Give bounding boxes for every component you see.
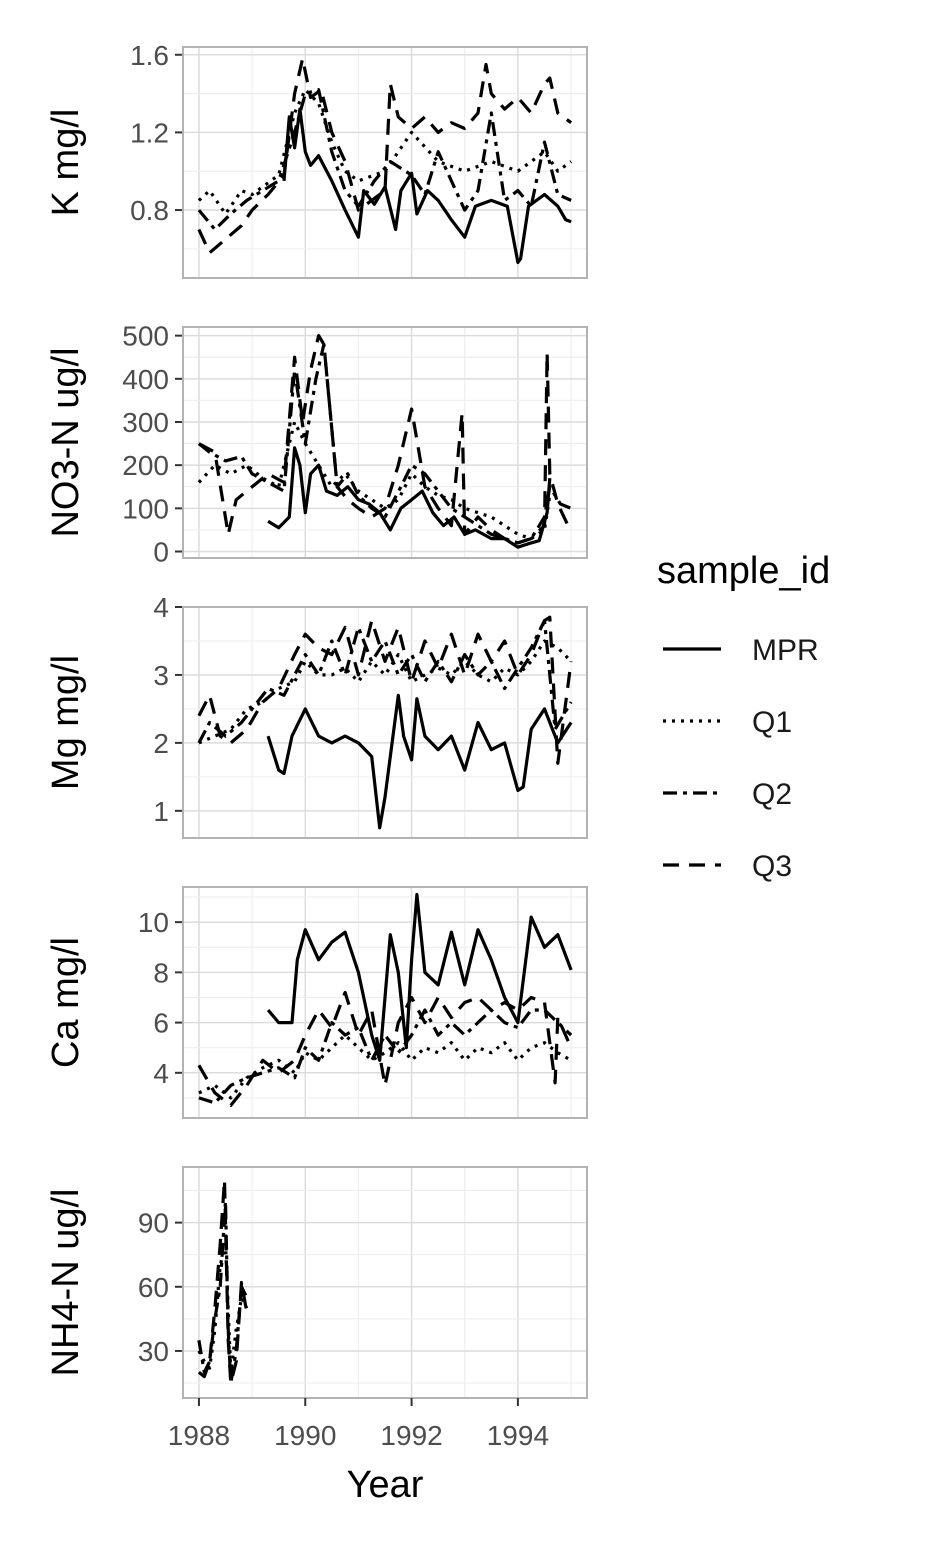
legend-label: Q1	[752, 706, 792, 739]
y-tick-label: 1.2	[130, 117, 169, 148]
series-line-q1-panel-1	[197, 88, 573, 216]
x-tick-label: 1988	[168, 1420, 230, 1451]
panel-4: 4 6 8 10 Ca mg/l	[45, 886, 588, 1119]
x-tick-label: 1992	[380, 1420, 442, 1451]
panel-2: 0 100 200 300 400 500 NO3-N ug/l	[45, 321, 588, 568]
y-tick-label: 400	[122, 364, 169, 395]
legend-item-q2: Q2	[663, 778, 792, 811]
series-line-q1-panel-2	[197, 420, 552, 541]
panel-border	[182, 326, 588, 559]
legend-label: Q3	[752, 850, 792, 883]
chart-panels: 0.8 1.2 1.6 K mg/l 0 100 200 300 400 500 NO3-N ug/…	[45, 40, 588, 1399]
series-line-q2-panel-3	[197, 618, 573, 744]
y-tick-label: 0	[153, 537, 169, 568]
y-tick-label: 0.8	[130, 195, 169, 226]
series-line-mpr-panel-4	[266, 892, 573, 1062]
y-axis-title: Mg mg/l	[45, 655, 87, 790]
panel-1: 0.8 1.2 1.6 K mg/l	[45, 40, 588, 279]
legend-title: sample_id	[657, 550, 830, 592]
series-line-q3-panel-1	[197, 56, 573, 255]
y-tick-label: 90	[138, 1208, 169, 1239]
panel-border	[182, 886, 588, 1119]
y-tick-label: 1	[153, 796, 169, 827]
series-line-q2-panel-1	[197, 88, 572, 232]
y-tick-label: 4	[153, 592, 169, 623]
legend-item-q1: Q1	[663, 706, 792, 739]
y-axis-title: NO3-N ug/l	[45, 347, 87, 537]
y-tick-label: 100	[122, 493, 169, 524]
legend-label: MPR	[752, 634, 819, 667]
panel-border	[182, 606, 588, 839]
y-tick-label: 30	[138, 1336, 169, 1367]
y-tick-label: 300	[122, 407, 169, 438]
legend-item-mpr: MPR	[663, 634, 819, 667]
panel-border	[182, 46, 588, 279]
legend-item-q3: Q3	[663, 850, 792, 883]
series-line-q2-panel-5	[197, 1199, 249, 1385]
y-axis-title: K mg/l	[45, 109, 87, 217]
y-tick-label: 2	[153, 728, 169, 759]
series-line-q3-panel-5	[197, 1178, 249, 1385]
y-tick-label: 8	[153, 957, 169, 988]
x-axis: 1988 1990 1992 1994	[168, 1398, 549, 1451]
series-line-mpr-panel-1	[282, 107, 572, 265]
panel-border	[182, 1166, 588, 1399]
y-tick-label: 200	[122, 450, 169, 481]
y-tick-label: 500	[122, 321, 169, 352]
x-tick-label: 1994	[487, 1420, 549, 1451]
y-tick-label: 60	[138, 1272, 169, 1303]
series-line-mpr-panel-3	[266, 693, 573, 830]
series-line-q3-panel-3	[197, 615, 573, 765]
x-tick-label: 1990	[274, 1420, 336, 1451]
y-tick-label: 4	[153, 1058, 169, 1089]
series-line-mpr-panel-2	[267, 446, 552, 549]
y-axis-title: Ca mg/l	[45, 937, 87, 1068]
y-tick-label: 6	[153, 1008, 169, 1039]
legend: sample_id MPR Q1 Q2 Q3	[657, 550, 830, 883]
legend-label: Q2	[752, 778, 792, 811]
panel-3: 1 2 3 4 Mg mg/l	[45, 592, 588, 839]
series-line-q2-panel-4	[198, 1008, 573, 1105]
y-tick-label: 1.6	[130, 40, 169, 71]
x-axis-title: Year	[347, 1464, 424, 1506]
series-line-q3-panel-4	[197, 990, 573, 1108]
legend-items: MPR Q1 Q2 Q3	[663, 634, 819, 883]
y-axis-title: NH4-N ug/l	[45, 1189, 87, 1377]
series-line-q1-panel-4	[198, 1033, 572, 1100]
y-tick-label: 10	[138, 907, 169, 938]
panel-5: 30 60 90 NH4-N ug/l	[45, 1166, 588, 1399]
y-tick-label: 3	[153, 660, 169, 691]
series-line-q3-panel-2	[198, 334, 573, 545]
